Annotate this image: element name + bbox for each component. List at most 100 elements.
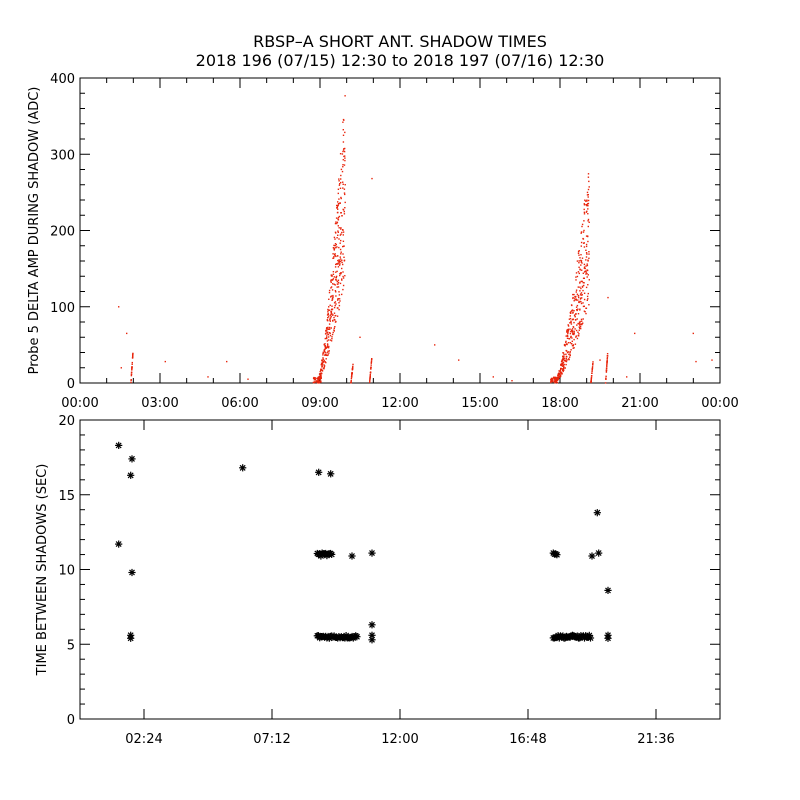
top-data-point xyxy=(326,345,329,347)
top-data-point xyxy=(335,276,337,279)
top-data-point xyxy=(587,225,589,228)
top-data-point xyxy=(331,333,334,336)
top-data-point xyxy=(351,369,354,371)
top-data-point xyxy=(550,378,552,381)
top-x-tick-label: 06:00 xyxy=(221,396,258,411)
top-data-point xyxy=(552,381,554,383)
top-data-point xyxy=(120,367,122,369)
top-data-point xyxy=(320,377,322,379)
top-data-point xyxy=(586,235,589,237)
top-y-axis-label: Probe 5 DELTA AMP DURING SHADOW (ADC) xyxy=(27,87,42,375)
top-data-point xyxy=(586,200,588,202)
top-data-point xyxy=(575,335,577,337)
top-data-point xyxy=(130,371,133,373)
top-data-point xyxy=(337,208,339,210)
top-data-point xyxy=(581,223,584,226)
top-data-point xyxy=(561,363,563,365)
top-data-point xyxy=(591,372,593,374)
top-data-point xyxy=(342,187,344,189)
top-data-point xyxy=(565,343,567,345)
bottom-data-point xyxy=(127,471,135,479)
top-data-point xyxy=(568,353,570,356)
top-data-point xyxy=(575,279,577,281)
top-data-point xyxy=(563,359,566,362)
top-data-point xyxy=(326,352,328,354)
top-data-point xyxy=(333,319,335,321)
top-data-point xyxy=(339,260,341,262)
top-data-point xyxy=(563,369,565,371)
top-data-point xyxy=(369,375,371,378)
top-data-point xyxy=(322,360,324,363)
top-data-point xyxy=(585,252,588,254)
top-data-point xyxy=(588,221,590,223)
top-data-point xyxy=(314,381,316,384)
top-data-point xyxy=(581,257,584,259)
top-data-point xyxy=(586,199,588,201)
top-data-point xyxy=(566,329,568,331)
top-data-point xyxy=(606,360,608,362)
top-data-point xyxy=(559,369,562,371)
top-data-point xyxy=(336,221,339,223)
top-data-point xyxy=(352,366,354,368)
top-data-point xyxy=(583,263,586,266)
top-data-point xyxy=(577,313,580,315)
top-data-point xyxy=(587,196,589,198)
top-data-point xyxy=(325,354,327,356)
top-data-point xyxy=(587,292,589,295)
top-data-point xyxy=(132,354,134,356)
top-data-point xyxy=(342,234,344,236)
top-data-point xyxy=(577,271,580,273)
top-data-point xyxy=(331,298,334,300)
top-data-point xyxy=(330,313,332,315)
top-data-point xyxy=(566,337,569,339)
top-data-point xyxy=(587,208,589,210)
top-data-point xyxy=(335,320,337,323)
top-data-point xyxy=(337,231,339,233)
top-data-point xyxy=(340,168,343,171)
top-data-point xyxy=(341,261,343,264)
top-data-point xyxy=(320,374,322,377)
top-data-point xyxy=(335,275,338,278)
bottom-y-tick-label: 15 xyxy=(58,489,75,504)
top-data-point xyxy=(331,279,333,281)
top-data-point xyxy=(573,332,575,335)
top-data-point xyxy=(337,266,340,268)
top-data-point xyxy=(334,315,336,317)
top-data-point xyxy=(317,380,319,382)
top-data-point xyxy=(562,363,564,365)
top-data-point xyxy=(579,326,582,328)
top-data-point xyxy=(325,331,327,333)
top-data-point xyxy=(569,328,571,330)
top-data-point xyxy=(343,155,345,158)
top-data-point xyxy=(319,370,321,373)
top-data-point xyxy=(581,323,583,326)
top-data-point xyxy=(574,343,577,345)
top-data-point xyxy=(626,376,628,378)
top-data-point xyxy=(586,269,589,272)
top-data-point xyxy=(340,196,342,199)
top-data-point xyxy=(599,359,601,361)
top-data-point xyxy=(327,350,329,352)
top-data-point xyxy=(130,373,133,376)
top-data-point xyxy=(344,184,346,186)
top-data-point xyxy=(344,157,346,159)
top-data-point xyxy=(339,256,341,258)
top-data-point xyxy=(555,380,557,383)
top-data-point xyxy=(559,373,561,375)
top-data-point xyxy=(336,246,338,248)
top-data-point xyxy=(321,363,323,365)
top-data-point xyxy=(335,247,337,249)
top-data-point xyxy=(590,375,593,377)
top-data-point xyxy=(570,342,573,345)
top-data-point xyxy=(359,336,361,338)
top-data-point xyxy=(338,304,341,307)
top-data-point xyxy=(324,346,327,348)
top-data-point xyxy=(338,184,341,186)
top-data-point xyxy=(342,121,344,123)
top-data-point xyxy=(580,245,582,247)
top-data-point xyxy=(583,310,586,312)
top-data-point xyxy=(370,359,373,361)
top-data-point xyxy=(132,356,134,358)
top-data-point xyxy=(604,382,607,384)
